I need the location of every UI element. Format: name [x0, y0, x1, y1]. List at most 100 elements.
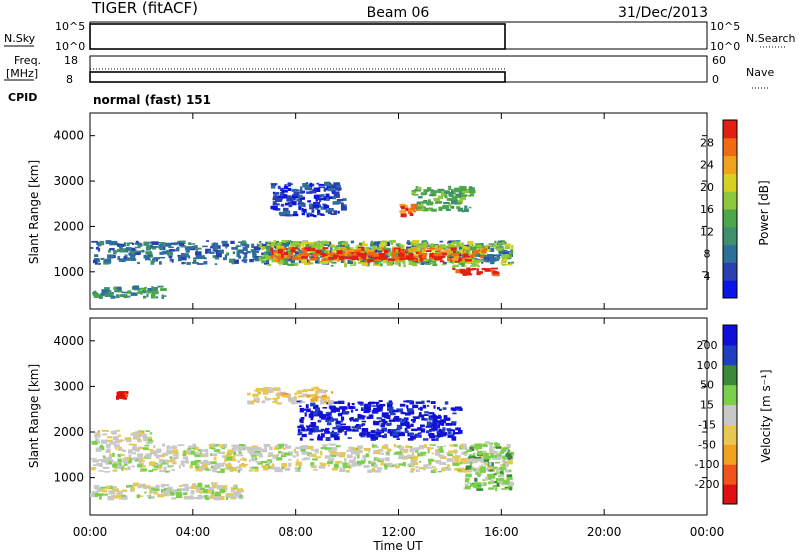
heatmap-cell [275, 444, 279, 448]
heatmap-cell [374, 450, 380, 454]
heatmap-cell [410, 468, 415, 471]
heatmap-cell [330, 247, 333, 251]
heatmap-cell [145, 251, 153, 255]
heatmap-cell [334, 246, 339, 252]
heatmap-cell [110, 292, 114, 295]
heatmap-cell [502, 479, 510, 484]
heatmap-cell [367, 249, 375, 252]
heatmap-cell [330, 213, 337, 215]
heatmap-cell [308, 453, 315, 457]
heatmap-cell [311, 242, 319, 247]
heatmap-cell [99, 444, 104, 449]
heatmap-cell [353, 261, 357, 265]
heatmap-cell [467, 482, 471, 485]
heatmap-cell [301, 240, 308, 245]
power-frame [89, 112, 708, 310]
heatmap-cell [137, 463, 144, 465]
heatmap-cell [151, 241, 159, 245]
heatmap-cell [138, 456, 143, 461]
heatmap-cell [275, 197, 282, 202]
heatmap-cell [502, 464, 506, 466]
heatmap-cell [418, 251, 422, 256]
nave-label: Nave [746, 66, 774, 79]
heatmap-cell [369, 401, 375, 405]
heatmap-cell [203, 459, 208, 463]
heatmap-cell [330, 431, 338, 436]
heatmap-cell [400, 423, 408, 426]
heatmap-cell [313, 187, 321, 192]
heatmap-cell [499, 467, 504, 471]
heatmap-cell [493, 446, 496, 449]
heatmap-cell [464, 205, 468, 209]
heatmap-cell [420, 452, 426, 457]
heatmap-cell [461, 458, 468, 462]
heatmap-cell [466, 257, 472, 260]
heatmap-cell [212, 453, 218, 456]
heatmap-cell [158, 458, 164, 464]
heatmap-cell [131, 465, 135, 468]
heatmap-cell [336, 250, 343, 254]
heatmap-cell [402, 419, 406, 422]
x-tick-label: 16:00 [484, 525, 519, 539]
heatmap-cell [280, 454, 287, 458]
heatmap-cell [378, 458, 385, 461]
heatmap-cell [447, 241, 452, 245]
heatmap-cell [296, 198, 300, 202]
heatmap-cell [139, 460, 143, 465]
heatmap-cell [195, 467, 203, 472]
heatmap-cell [426, 201, 434, 206]
heatmap-cell [345, 249, 352, 254]
heatmap-cell [423, 414, 429, 416]
heatmap-cell [267, 461, 271, 464]
heatmap-cell [237, 460, 241, 463]
heatmap-cell [195, 257, 200, 260]
heatmap-cell [333, 210, 337, 215]
heatmap-cell [246, 251, 251, 254]
heatmap-cell [115, 429, 120, 432]
heatmap-cell [221, 447, 226, 450]
heatmap-cell [211, 243, 218, 248]
heatmap-cell [452, 432, 455, 436]
heatmap-cell [203, 449, 209, 452]
heatmap-cell [310, 422, 317, 427]
colorbar-swatch [723, 209, 737, 228]
heatmap-cell [469, 458, 475, 462]
heatmap-cell [251, 451, 258, 456]
heatmap-cell [446, 464, 451, 467]
heatmap-cell [428, 458, 434, 462]
heatmap-cell [371, 467, 376, 472]
heatmap-cell [349, 246, 354, 249]
heatmap-cell [337, 252, 341, 257]
heatmap-cell [172, 449, 179, 454]
heatmap-cell [316, 245, 321, 251]
power-heatmap [90, 181, 515, 299]
heatmap-cell [205, 451, 208, 455]
heatmap-cell [100, 258, 103, 260]
heatmap-cell [418, 255, 423, 257]
heatmap-cell [504, 461, 507, 464]
heatmap-cell [311, 387, 314, 389]
heatmap-cell [471, 466, 474, 470]
heatmap-cell [306, 184, 312, 187]
heatmap-cell [501, 254, 506, 259]
heatmap-cell [361, 423, 366, 426]
heatmap-cell [281, 242, 288, 245]
heatmap-cell [394, 415, 398, 418]
heatmap-cell [310, 427, 313, 431]
heatmap-cell [110, 431, 115, 433]
heatmap-cell [344, 465, 350, 468]
heatmap-cell [361, 256, 366, 260]
heatmap-cell [300, 243, 304, 247]
heatmap-cell [468, 194, 472, 197]
heatmap-cell [227, 495, 232, 498]
heatmap-cell [354, 418, 362, 420]
heatmap-cell [279, 468, 283, 473]
heatmap-cell [177, 254, 183, 257]
heatmap-cell [351, 255, 356, 260]
heatmap-cell [445, 209, 451, 211]
heatmap-cell [90, 458, 97, 460]
heatmap-cell [465, 478, 470, 481]
heatmap-cell [99, 240, 105, 246]
heatmap-cell [455, 406, 462, 409]
heatmap-cell [481, 482, 487, 486]
